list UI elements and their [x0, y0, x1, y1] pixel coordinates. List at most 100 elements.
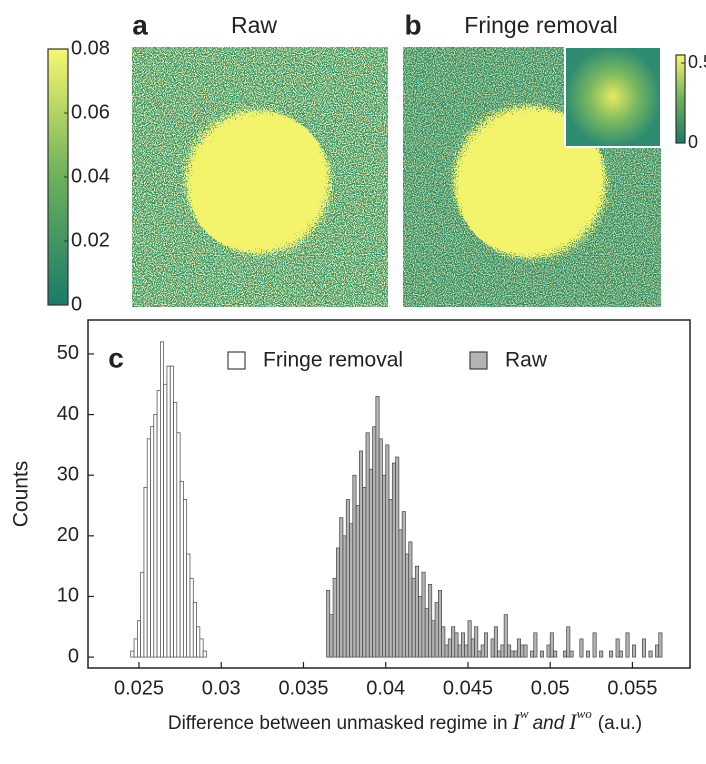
colorbar-tick-label: 0.06: [71, 101, 110, 123]
histogram-bar: [345, 499, 350, 658]
histogram-bar: [339, 517, 344, 658]
x-tick-label: 0.04: [366, 677, 405, 699]
histogram-bar: [484, 632, 489, 658]
x-tick-label: 0.05: [531, 677, 570, 699]
histogram-bar: [179, 480, 184, 658]
histogram-bar: [520, 644, 525, 658]
histogram-bar: [411, 577, 416, 658]
legend-label: Fringe removal: [263, 349, 403, 372]
x-axis-label-part: I: [568, 709, 578, 734]
histogram-bar: [609, 650, 614, 658]
histogram-bar: [503, 614, 508, 658]
histogram-bar: [480, 644, 485, 658]
histogram-bar: [332, 577, 337, 658]
colorbar-tick-label: 0.02: [71, 229, 110, 251]
histogram-bar: [428, 583, 433, 658]
histogram-bar: [500, 644, 505, 658]
histogram-bar: [160, 341, 165, 658]
x-tick-label: 0.055: [607, 677, 657, 699]
x-axis-label-part: Difference between unmasked regime in: [168, 713, 508, 734]
inset-image: [564, 46, 662, 148]
x-tick-label: 0.025: [114, 677, 164, 699]
histogram-bar: [362, 486, 367, 658]
histogram-bar: [385, 444, 390, 658]
panel-label: c: [108, 342, 124, 373]
histogram-bar: [163, 383, 168, 658]
histogram-bar: [418, 596, 423, 658]
x-axis-label-part: w: [520, 706, 529, 721]
histogram-bar: [375, 396, 380, 658]
histogram-bar: [189, 577, 194, 658]
histogram-bar: [378, 438, 383, 658]
histogram-bar: [447, 638, 452, 658]
histogram-bar: [490, 638, 495, 658]
histogram-bar: [173, 402, 178, 658]
histogram-bar: [326, 590, 331, 658]
histogram-bar: [493, 626, 498, 658]
colorbar-tick-label: 0: [71, 293, 82, 315]
histogram-bar: [454, 632, 459, 658]
histogram-bar: [372, 426, 377, 658]
x-axis-label-part: (a.u.): [598, 713, 642, 734]
histogram-bar: [579, 638, 584, 658]
histogram-bar: [553, 650, 558, 658]
histogram-bar: [388, 499, 393, 658]
histogram-bar: [153, 414, 158, 658]
histogram-bar: [395, 456, 400, 658]
panel-title: Fringe removal: [464, 12, 617, 38]
histogram-bar: [130, 650, 135, 658]
histogram-bar: [391, 462, 396, 658]
histogram-bar: [464, 644, 469, 658]
histogram-bar: [336, 547, 341, 658]
histogram-bar: [424, 608, 429, 658]
histogram-bar: [615, 638, 620, 658]
histogram-bar: [533, 632, 538, 658]
histogram-bar: [401, 511, 406, 658]
histogram-bar: [196, 626, 201, 658]
colorbar-tick-label: 0: [688, 132, 698, 152]
histogram-bar: [648, 650, 653, 658]
histogram-bar: [539, 650, 544, 658]
histogram-bar: [176, 432, 181, 658]
histogram-bar: [169, 365, 174, 658]
histogram-bar: [437, 590, 442, 658]
y-tick-label: 40: [57, 403, 79, 425]
histogram-bar: [431, 620, 436, 658]
histogram-bar: [451, 626, 456, 658]
histogram-bar: [507, 644, 512, 658]
y-tick-label: 50: [57, 342, 79, 364]
x-axis-label-part: I: [512, 709, 522, 734]
histogram-bar: [414, 565, 419, 658]
histogram-bar: [355, 505, 360, 658]
legend-label: Raw: [505, 349, 548, 372]
histogram-bar: [569, 650, 574, 658]
histogram-bar: [625, 632, 630, 658]
histogram-bar: [566, 626, 571, 658]
histogram-bar: [477, 650, 482, 658]
raw-image: [132, 47, 388, 307]
x-axis-label-part: and: [533, 713, 566, 734]
histogram-bar: [599, 650, 604, 658]
x-axis-label-part: wo: [577, 706, 593, 721]
panel-title: Raw: [231, 12, 277, 38]
y-tick-label: 0: [68, 645, 79, 667]
histogram-bar: [352, 474, 357, 658]
colorbar-tick-label: 0.08: [71, 37, 110, 59]
histogram-bar: [146, 438, 151, 658]
histogram-bar: [658, 632, 663, 658]
histogram-bar: [202, 650, 207, 658]
y-tick-label: 30: [57, 463, 79, 485]
histogram-bar: [546, 644, 551, 658]
histogram-bar: [342, 535, 347, 658]
histogram-bar: [349, 523, 354, 658]
histogram-bar: [516, 638, 521, 658]
histogram-bar: [183, 499, 188, 658]
histogram-bar: [562, 650, 567, 658]
x-tick-label: 0.045: [443, 677, 493, 699]
histogram-bar: [441, 626, 446, 658]
histogram-bar: [655, 644, 660, 658]
panel-label: b: [404, 9, 421, 40]
histogram-bar: [618, 650, 623, 658]
legend-swatch: [227, 351, 246, 370]
histogram-bar: [143, 486, 148, 658]
